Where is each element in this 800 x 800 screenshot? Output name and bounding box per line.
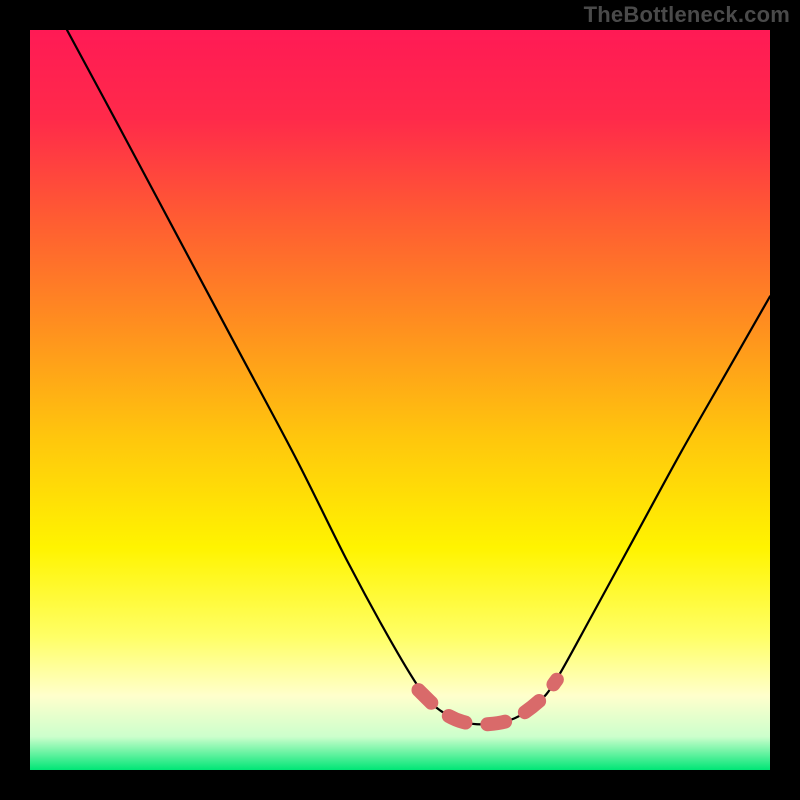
bottleneck-curve [67,30,770,724]
attribution-watermark: TheBottleneck.com [584,2,790,28]
plot-area [30,30,770,770]
chart-container: { "canvas": { "width": 800, "height": 80… [0,0,800,800]
sweet-zone-marker [419,680,557,725]
curve-overlay [30,30,770,770]
